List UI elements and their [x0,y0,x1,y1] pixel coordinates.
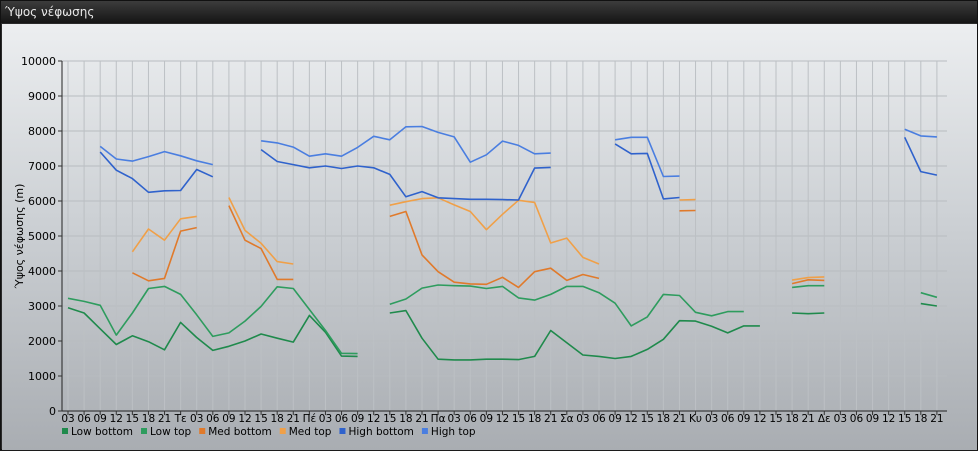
legend-swatch [62,428,68,434]
x-tick-label: 12 [624,413,637,425]
x-tick-label: Σα [560,413,574,425]
series-line-high-bottom [100,152,213,192]
legend-item-low-bottom[interactable]: Low bottom [62,426,133,438]
y-axis-ticks: 0 1000 2000 3000 4000 5000 6000 7000 8000 9000 100… [21,55,62,418]
legend-label: Med top [289,426,332,438]
x-tick-label: 12 [367,413,380,425]
x-tick-label: 06 [335,413,349,425]
legend-label: Low top [150,426,192,438]
y-tick-label: 9000 [28,90,56,103]
series-line-high-top [100,146,213,164]
x-tick-label: Πα [431,413,446,425]
x-tick-label: 15 [383,413,396,425]
y-tick-label: 7000 [28,160,56,173]
legend-label: High bottom [348,426,413,438]
x-tick-label: 06 [464,413,478,425]
x-tick-label: 09 [93,413,106,425]
legend-item-high-top[interactable]: High top [422,426,476,438]
x-tick-label: 09 [480,413,493,425]
x-tick-label: 12 [238,413,251,425]
legend-swatch [199,428,205,434]
series-line-low-bottom [390,311,760,360]
x-tick-label: 15 [898,413,911,425]
x-tick-label: 09 [222,413,235,425]
x-tick-label: 09 [351,413,364,425]
x-tick-label: 21 [673,413,686,425]
x-tick-label: 21 [158,413,171,425]
x-tick-label: 06 [592,413,606,425]
x-tick-label: 03 [61,413,74,425]
legend-item-low-top[interactable]: Low top [141,426,192,438]
x-tick-label: 12 [882,413,895,425]
x-tick-label: 21 [287,413,300,425]
x-tick-label: 03 [190,413,203,425]
y-tick-label: 2000 [28,335,56,348]
x-tick-label: Κυ [689,413,702,425]
x-tick-label: 21 [801,413,814,425]
x-tick-label: 15 [126,413,139,425]
legend-swatch [141,428,147,434]
x-tick-label: 18 [785,413,798,425]
x-tick-label: 03 [319,413,332,425]
x-tick-label: 18 [657,413,670,425]
legend: Low bottom Low top Med bottom Med top High b… [62,426,476,438]
x-tick-label: 15 [769,413,782,425]
x-tick-label: 15 [254,413,267,425]
legend-label: Med bottom [208,426,272,438]
x-tick-label: 18 [914,413,927,425]
y-tick-label: 1000 [28,370,56,383]
x-tick-label: 18 [399,413,412,425]
x-tick-label: Δε [818,413,831,425]
legend-swatch [422,428,428,434]
x-tick-label: 12 [753,413,766,425]
legend-label: Low bottom [71,426,133,438]
legend-item-med-bottom[interactable]: Med bottom [199,426,272,438]
x-tick-label: 09 [866,413,879,425]
x-tick-label: 21 [930,413,943,425]
series-med-bottom [132,206,824,288]
x-tick-label: 15 [641,413,654,425]
series-line-low-bottom [792,313,824,314]
legend-swatch [280,428,286,434]
x-tick-label: 21 [415,413,428,425]
y-tick-label: 5000 [28,230,56,243]
x-tick-label: Τε [174,413,187,425]
x-tick-label: 03 [705,413,718,425]
x-tick-label: 03 [447,413,460,425]
series-med-top [132,198,824,281]
y-tick-label: 6000 [28,195,56,208]
x-tick-label: 06 [721,413,735,425]
x-tick-label: 18 [270,413,283,425]
x-tick-label: 12 [496,413,509,425]
x-tick-label: 18 [528,413,541,425]
y-tick-label: 10000 [21,55,56,68]
x-tick-label: 09 [608,413,621,425]
x-tick-label: 09 [737,413,750,425]
y-tick-label: 3000 [28,300,56,313]
x-tick-label: 03 [576,413,589,425]
x-tick-label: 12 [110,413,123,425]
x-tick-label: Πέ [303,413,317,425]
x-tick-label: 06 [206,413,220,425]
y-tick-label: 8000 [28,125,56,138]
legend-swatch [339,428,345,434]
y-tick-label: 4000 [28,265,56,278]
x-tick-label: 18 [142,413,155,425]
legend-item-med-top[interactable]: Med top [280,426,332,438]
legend-item-high-bottom[interactable]: High bottom [339,426,413,438]
x-tick-label: 06 [850,413,864,425]
x-tick-label: 03 [834,413,847,425]
series-line-low-top [921,293,937,298]
x-tick-label: 06 [77,413,91,425]
x-tick-label: 21 [544,413,557,425]
y-tick-label: 0 [49,405,56,418]
legend-label: High top [431,426,476,438]
y-axis-label: Ύψος νέφωσης (m) [13,184,26,290]
x-tick-label: 15 [512,413,525,425]
